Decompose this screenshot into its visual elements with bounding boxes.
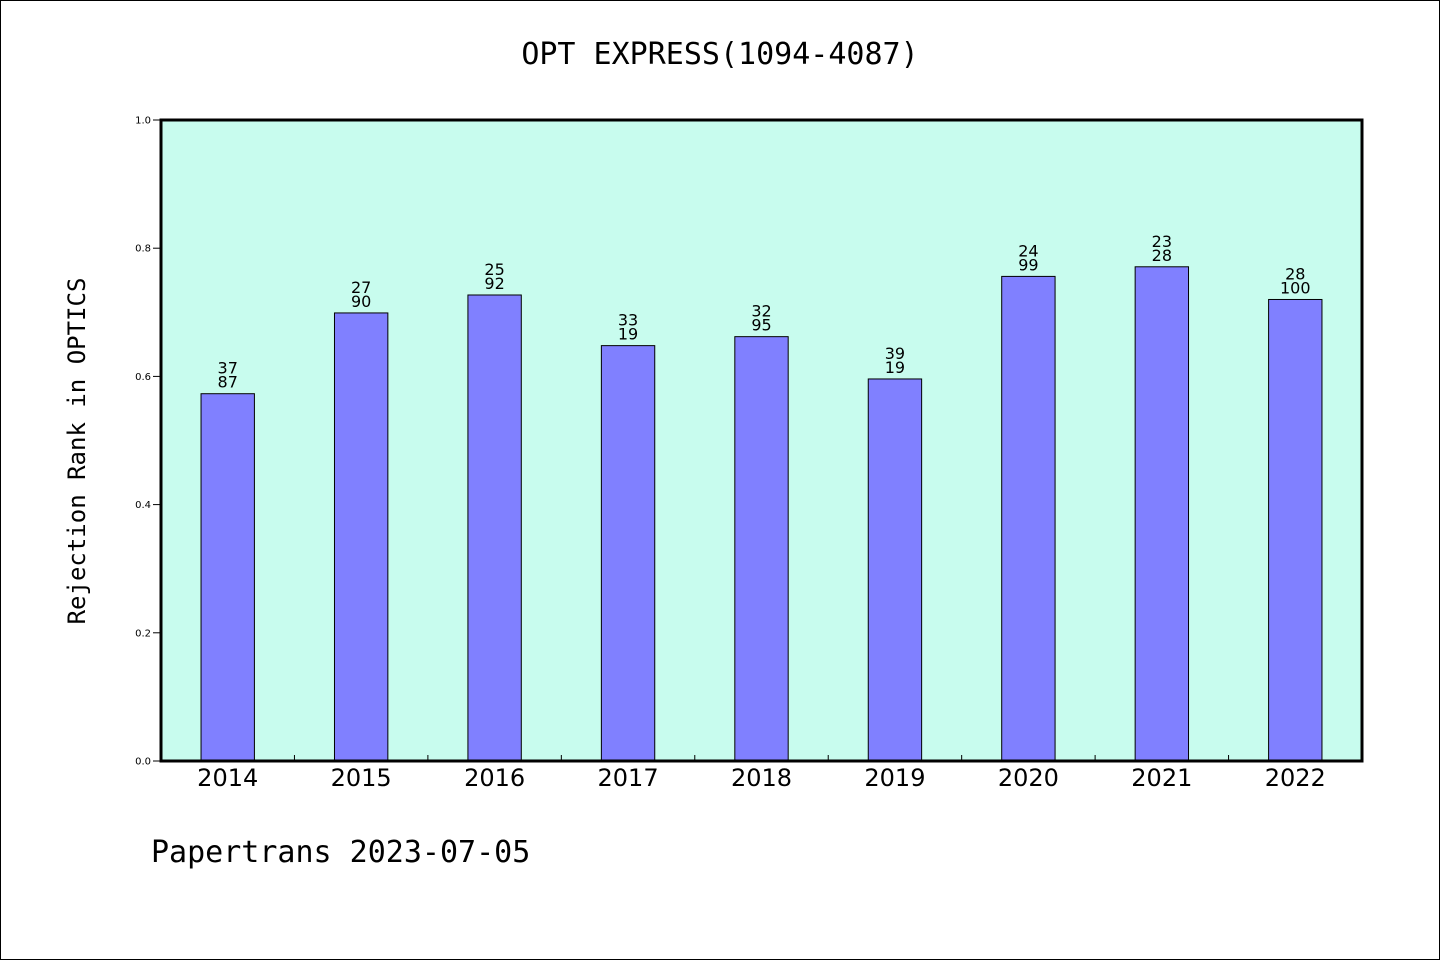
x-tick-label: 2016 [464,764,525,792]
bar-2019 [867,378,923,762]
x-tick-label: 2014 [197,764,258,792]
y-tick-label: 0.6 [135,372,151,383]
y-tick-label: 0.4 [135,500,151,511]
y-tick-label: 1.0 [135,116,151,127]
bar-label-top: 39 [885,344,905,363]
x-tick-label: 2017 [598,764,659,792]
x-tick-label: 2020 [998,764,1059,792]
bar-label-bottom: 19 [885,358,905,377]
bar-label-bottom: 87 [218,373,238,392]
bar-label-bottom: 99 [1018,255,1038,274]
bar-label-top: 32 [751,302,771,321]
bar-2017 [600,345,656,762]
bar-label-bottom: 95 [751,316,771,335]
bar-2018 [734,336,789,762]
bar-2021 [1134,266,1190,762]
y-tick-label: 0.2 [135,628,151,639]
y-tick-label: 0.8 [135,244,151,255]
bar-label-top: 33 [618,311,638,330]
x-tick-label: 2019 [864,764,925,792]
bar-label-top: 28 [1285,264,1305,283]
x-tick-label: 2018 [731,764,792,792]
bar-label-top: 25 [484,260,504,279]
y-tick-label: 0.0 [135,757,151,768]
x-tick-label: 2021 [1131,764,1192,792]
bar-label-top: 23 [1152,232,1172,251]
bar-label-top: 27 [351,278,371,297]
bar-2014 [200,393,255,762]
bar-2015 [333,312,389,762]
x-tick-label: 2015 [331,764,392,792]
bar-label-bottom: 100 [1280,278,1311,297]
bar-2022 [1268,298,1323,762]
footer-credit: Papertrans 2023-07-05 [151,835,531,870]
bar-2020 [1001,275,1056,762]
bar-label-bottom: 28 [1152,246,1172,265]
x-tick-label: 2022 [1265,764,1326,792]
bar-label-bottom: 90 [351,292,371,311]
bar-label-bottom: 19 [618,325,638,344]
plot-border [159,118,1364,763]
bar-label-bottom: 92 [484,274,504,293]
bar-2016 [467,294,522,762]
chart-title: OPT EXPRESS(1094-4087) [521,37,919,72]
bar-label-top: 37 [218,359,238,378]
bar-label-top: 24 [1018,241,1038,260]
